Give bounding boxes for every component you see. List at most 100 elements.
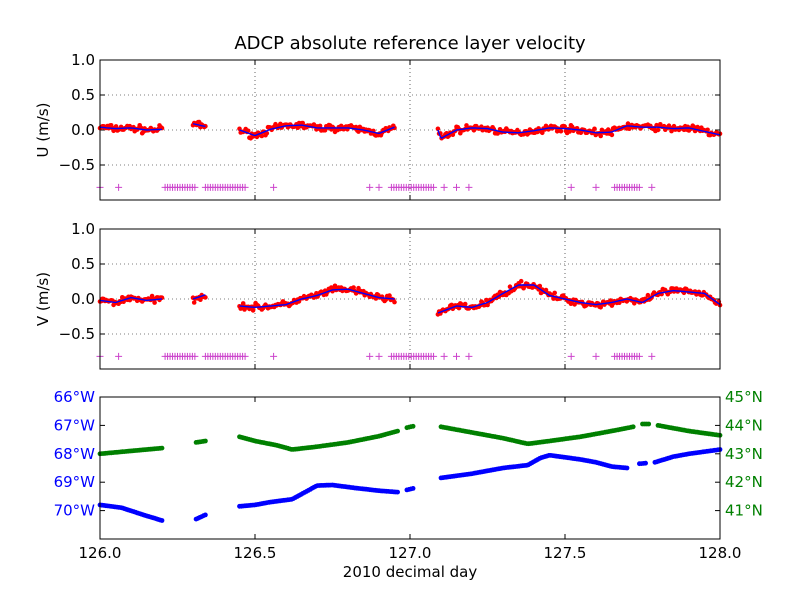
- flag-marker: [592, 352, 600, 360]
- smoothed-line: [239, 288, 395, 308]
- latitude-point: [646, 421, 652, 427]
- velocity-point: [259, 133, 265, 139]
- smoothed-line: [99, 296, 163, 304]
- velocity-point: [537, 283, 543, 289]
- latitude-point: [159, 445, 165, 451]
- flag-marker: [430, 183, 438, 191]
- y-tick-label: 0.5: [71, 255, 95, 273]
- flag-marker: [635, 183, 643, 191]
- velocity-point: [387, 293, 392, 298]
- velocity-point: [317, 123, 323, 129]
- y-tick-label: 0.5: [71, 86, 95, 104]
- velocity-point: [592, 126, 597, 132]
- velocity-point: [392, 299, 397, 305]
- y-tick-label: 1.0: [71, 51, 95, 69]
- v-velocity-panel: V (m/s) 1.0 0.5 0.0 −0.5: [34, 220, 723, 370]
- lat-tick-label: 43°N: [725, 445, 763, 463]
- axes-frame-2: [99, 396, 721, 540]
- x-tick-label: 127.5: [544, 544, 587, 562]
- velocity-point: [240, 301, 246, 306]
- velocity-point: [203, 295, 208, 300]
- velocity-point: [356, 129, 361, 134]
- y-tick-label: 0.0: [71, 290, 95, 308]
- flag-marker: [465, 183, 473, 191]
- flag-marker: [115, 183, 123, 191]
- latitude-point: [410, 423, 416, 429]
- smoothed-line: [437, 125, 721, 139]
- x-tick-label: 126.5: [234, 544, 277, 562]
- velocity-point: [264, 131, 270, 136]
- flag-marker: [567, 183, 575, 191]
- longitude-point: [395, 489, 400, 495]
- x-axis-label: 2010 decimal day: [343, 563, 478, 581]
- flag-marker: [635, 352, 643, 360]
- y-tick-label: 1.0: [71, 220, 95, 238]
- x-tick-label: 128.0: [699, 544, 742, 562]
- velocity-point: [598, 133, 603, 139]
- x-tick-label: 126.0: [79, 544, 122, 562]
- velocity-point: [558, 128, 564, 134]
- chart-title: ADCP absolute reference layer velocity: [234, 33, 586, 54]
- velocity-point: [152, 300, 157, 305]
- flag-marker: [241, 352, 249, 360]
- y-axis-label: U (m/s): [34, 103, 52, 158]
- flag-marker: [430, 352, 438, 360]
- axes-frame-0: [99, 59, 721, 201]
- flag-marker: [440, 352, 448, 360]
- smoothed-line: [192, 294, 206, 300]
- velocity-point: [462, 301, 468, 307]
- axes-frame-1: [99, 228, 721, 370]
- flag-marker: [270, 183, 278, 191]
- velocity-point: [518, 278, 524, 284]
- velocity-point: [113, 124, 119, 129]
- latitude-point: [395, 428, 400, 434]
- lat-tick-label: 42°N: [725, 473, 763, 491]
- velocity-point: [435, 126, 441, 132]
- longitude-point: [159, 518, 165, 523]
- velocity-point: [245, 128, 251, 134]
- lon-tick-label: 68°W: [54, 445, 96, 463]
- latitude-point: [630, 424, 636, 430]
- lat-tick-label: 41°N: [725, 502, 763, 520]
- lon-tick-label: 67°W: [54, 416, 96, 434]
- longitude-point: [410, 486, 416, 491]
- flag-marker: [453, 183, 460, 191]
- velocity-point: [562, 124, 567, 129]
- y-tick-label: −0.5: [59, 325, 95, 343]
- velocity-point: [645, 292, 651, 298]
- lat-tick-label: 44°N: [725, 416, 763, 434]
- velocity-point: [705, 127, 710, 133]
- smoothed-line: [99, 126, 163, 131]
- y-axis-label: V (m/s): [34, 272, 52, 326]
- longitude-point: [643, 460, 648, 466]
- smoothed-line: [437, 284, 721, 314]
- smoothed-line: [192, 123, 206, 128]
- flag-marker: [270, 352, 278, 360]
- u-velocity-panel: U (m/s) 1.0 0.5 0.0 −0.5: [34, 51, 723, 201]
- position-panel: 66°W 67°W 68°W 69°W 70°W 45°N 44°N 43°N 42°N 41°N…: [54, 388, 763, 562]
- lon-tick-label: 70°W: [54, 502, 96, 520]
- velocity-point: [567, 129, 572, 134]
- flag-marker: [375, 183, 383, 191]
- flag-marker: [366, 183, 374, 191]
- flag-marker: [366, 352, 374, 360]
- flag-marker: [567, 352, 575, 360]
- velocity-point: [540, 130, 545, 136]
- velocity-point: [552, 290, 557, 296]
- velocity-point: [191, 300, 197, 305]
- velocity-point: [655, 127, 661, 133]
- flag-marker: [453, 352, 460, 360]
- velocity-point: [250, 308, 256, 313]
- y-tick-label: −0.5: [59, 156, 95, 174]
- flag-marker: [191, 183, 199, 191]
- flag-marker: [592, 183, 600, 191]
- smoothed-line: [239, 124, 395, 137]
- x-tick-label: 127.0: [389, 544, 432, 562]
- flag-marker: [375, 352, 383, 360]
- lon-tick-label: 69°W: [54, 473, 96, 491]
- flag-marker: [648, 183, 656, 191]
- flag-marker: [648, 352, 656, 360]
- velocity-point: [471, 128, 477, 133]
- flag-marker: [191, 352, 199, 360]
